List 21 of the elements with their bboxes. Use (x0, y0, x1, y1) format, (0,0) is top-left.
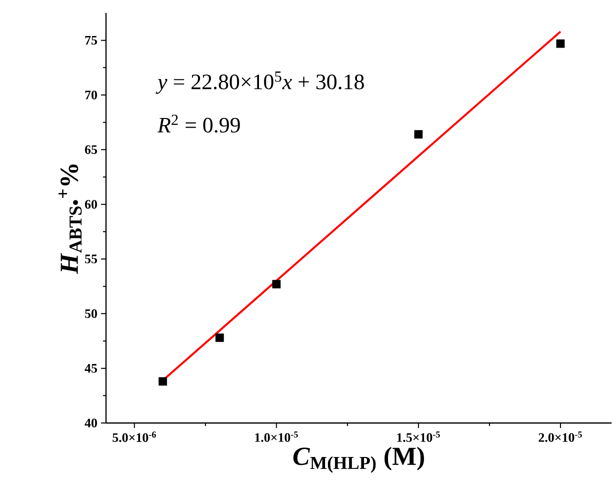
y-tick-label: 45 (84, 364, 98, 373)
point (158, 377, 168, 386)
y-tick-label: 40 (84, 418, 97, 428)
y-tick-label: 70 (85, 90, 97, 100)
x-tick-label: 5.0×10$^{-6}$ (112, 432, 156, 442)
y-tick-label: 65 (84, 145, 98, 154)
y-tick-label: 60 (84, 200, 97, 209)
point (556, 39, 565, 48)
y-tick-label: 50 (85, 309, 97, 318)
point (215, 334, 224, 342)
annotation: R$^{2}$ = 0.99 (157, 114, 240, 133)
y-tick-label: 55 (85, 254, 98, 264)
x-tick-label: 1.0×10$^{-5}$ (255, 432, 298, 442)
x-axis-title: C$_{M(HLP)}$ (M) (293, 446, 424, 473)
annotation: y = 22.80×10$^{5}$x + 30.18 (156, 72, 364, 94)
x-tick-label: 2.0×10$^{-5}$ (538, 432, 582, 442)
x-tick-label: 1.5×10$^{-5}$ (397, 432, 440, 442)
point (272, 280, 281, 288)
y-tick-label: 75 (85, 36, 98, 45)
point (414, 130, 423, 139)
y-axis-title: H$_{ABTS•}$$^{+}$% (58, 164, 82, 274)
